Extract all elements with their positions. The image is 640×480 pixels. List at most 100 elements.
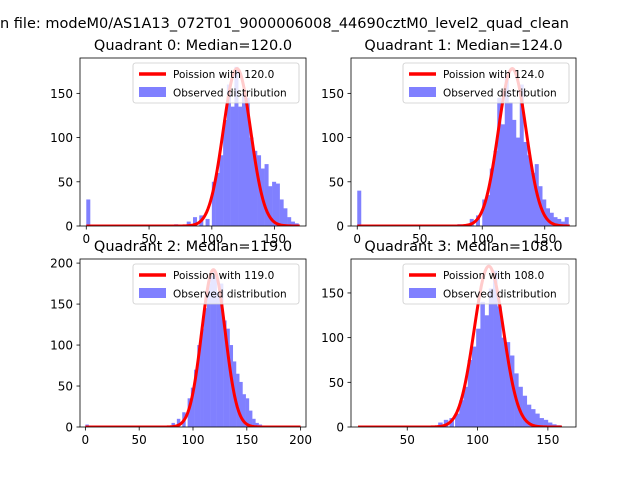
plot-data xyxy=(358,264,562,427)
legend-label-poisson: Poission with 108.0 xyxy=(443,270,544,282)
subplot-quadrant-2: 0 50 100 150 200 0 50 100 150 200 Quadrant 2: Medi… xyxy=(50,239,312,447)
x-tick-label: 0 xyxy=(82,232,90,246)
histogram-bar xyxy=(526,404,532,427)
histogram-bar xyxy=(206,283,211,427)
histogram-bar xyxy=(501,124,505,226)
histogram-bar xyxy=(210,275,214,427)
histogram-bar xyxy=(547,422,553,427)
y-tick-label: 100 xyxy=(321,331,344,345)
histogram-bar xyxy=(508,102,513,226)
legend-box xyxy=(402,263,570,305)
y-tick-label: 50 xyxy=(58,380,73,394)
y-tick-label: 100 xyxy=(321,131,344,145)
histogram-bar xyxy=(194,369,198,427)
histogram-bar xyxy=(176,418,181,427)
y-tick-label: 0 xyxy=(65,220,73,234)
y-tick-label: 50 xyxy=(58,175,73,189)
legend-label-observed: Observed distribution xyxy=(443,289,557,301)
histogram-bar xyxy=(512,119,517,226)
subplot-title: Quadrant 3: Median=108.0 xyxy=(364,239,562,255)
histogram-bar xyxy=(253,150,258,226)
subplot-grid: 0 50 100 150 0 50 100 150 Quadrant 0: Median=120… xyxy=(50,38,577,447)
histogram-bar xyxy=(482,199,487,226)
histogram-bar xyxy=(522,395,528,427)
histogram-bar xyxy=(197,345,201,427)
histogram-bar xyxy=(463,386,468,427)
histogram-bar xyxy=(241,93,246,226)
histogram-bar xyxy=(211,181,216,226)
histogram-bar xyxy=(223,320,227,427)
axes-frame xyxy=(350,57,577,227)
histogram-bar xyxy=(516,137,520,226)
histogram-bar xyxy=(531,409,536,427)
histogram-bar xyxy=(226,84,231,226)
y-tick-label: 100 xyxy=(50,339,73,353)
y-tick-label: 150 xyxy=(321,286,344,300)
x-tick-label: 150 xyxy=(263,232,286,246)
legend-label-observed: Observed distribution xyxy=(173,88,287,100)
x-tick-label: 200 xyxy=(289,433,312,447)
histogram-bar xyxy=(171,422,175,427)
histogram-bar xyxy=(238,106,243,226)
x-tick-label: 50 xyxy=(141,232,156,246)
histogram-bar xyxy=(234,66,239,226)
legend-label-observed: Observed distribution xyxy=(443,88,557,100)
histogram-bar xyxy=(549,212,554,226)
histogram-bar xyxy=(242,394,246,427)
y-tick-label: 100 xyxy=(50,131,73,145)
y-tick-label: 0 xyxy=(336,220,344,234)
histogram-bar xyxy=(268,186,273,226)
histogram-bar xyxy=(213,271,217,427)
y-tick-label: 0 xyxy=(65,421,73,435)
histogram-bar xyxy=(283,208,288,226)
histogram-bar xyxy=(553,217,558,226)
histogram-bar xyxy=(504,75,509,226)
y-tick-label: 50 xyxy=(329,175,344,189)
histogram-bar xyxy=(272,181,277,226)
y-tick-label: 150 xyxy=(50,298,73,312)
histogram-bar xyxy=(455,413,460,427)
legend-label-poisson: Poission with 124.0 xyxy=(443,69,544,81)
histogram-bar xyxy=(203,308,208,427)
histogram-bar xyxy=(223,119,228,226)
legend-box xyxy=(132,62,300,104)
histogram-bar xyxy=(476,328,481,427)
histogram-bar xyxy=(501,337,506,427)
histogram-bar xyxy=(527,155,532,226)
histogram-bar xyxy=(245,398,250,427)
histogram-bar xyxy=(497,97,502,226)
subplot-title: Quadrant 2: Median=119.0 xyxy=(94,239,292,255)
histogram-bar xyxy=(509,355,515,427)
histogram-bar xyxy=(186,221,191,226)
histogram-bar xyxy=(480,301,485,427)
histogram-bar xyxy=(531,172,535,226)
histogram-bar xyxy=(248,410,253,427)
histogram-bar xyxy=(489,168,494,226)
histogram-bar xyxy=(543,419,549,427)
histogram-bar xyxy=(497,306,502,427)
histogram-bar xyxy=(518,386,523,427)
histogram-bar xyxy=(493,150,498,226)
axes-frame xyxy=(79,57,307,227)
x-tick-label: 50 xyxy=(132,433,147,447)
histogram-bar xyxy=(486,195,490,226)
x-tick-label: 150 xyxy=(536,433,559,447)
subplot-title: Quadrant 1: Median=124.0 xyxy=(364,38,562,54)
legend-bar-swatch xyxy=(139,288,166,298)
histogram-bar xyxy=(564,217,569,226)
histogram-bar xyxy=(467,359,473,427)
y-tick-label: 50 xyxy=(329,376,344,390)
legend-bar-swatch xyxy=(409,288,436,298)
histogram-bar xyxy=(245,97,250,226)
histogram-bar xyxy=(535,413,540,427)
histogram-bar xyxy=(471,346,477,427)
histogram-bar xyxy=(219,283,224,427)
legend-label-poisson: Poission with 120.0 xyxy=(173,69,274,81)
poisson-line xyxy=(86,67,300,226)
histogram-bar xyxy=(493,270,498,427)
y-tick-label: 200 xyxy=(50,257,73,271)
histogram-bar xyxy=(219,155,224,226)
x-tick-label: 0 xyxy=(82,433,90,447)
histogram-bar xyxy=(226,328,230,427)
legend-bar-swatch xyxy=(139,87,166,97)
